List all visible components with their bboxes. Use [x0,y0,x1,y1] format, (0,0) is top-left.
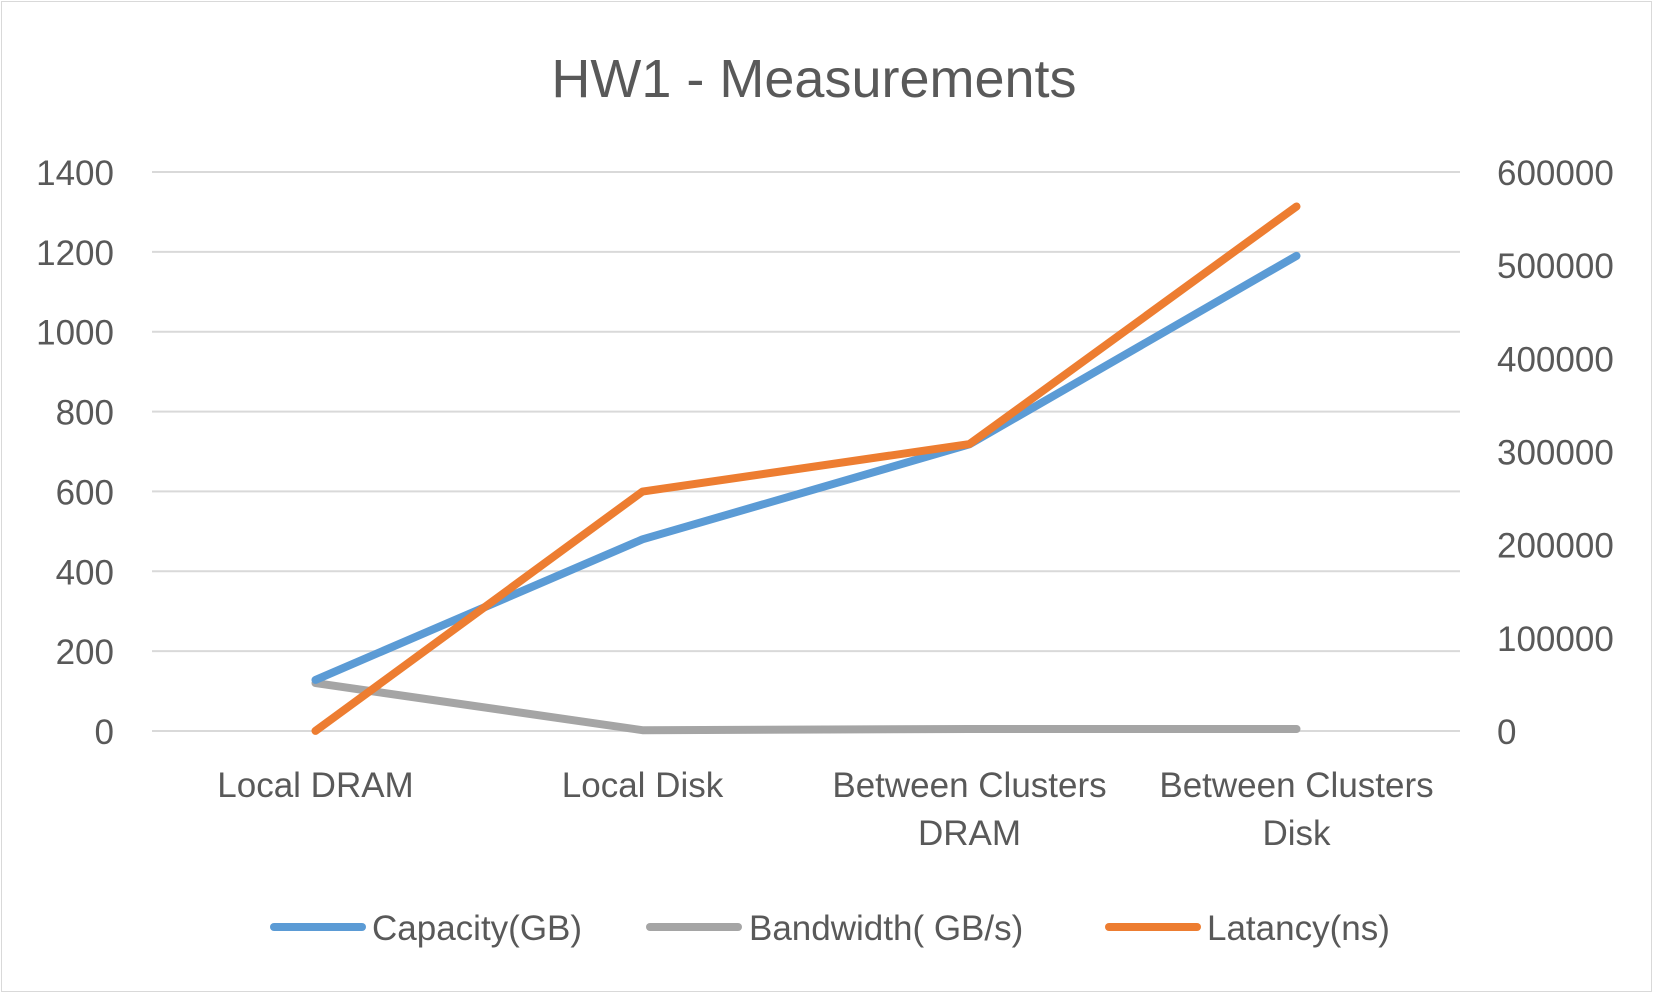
series-line-latancy-ns [311,202,1301,735]
left-tick-label: 600 [56,473,114,512]
chart-title: HW1 - Measurements [551,49,1076,109]
left-tick-label: 1000 [36,314,114,353]
legend-label: Latancy(ns) [1207,909,1390,948]
x-tick-label: Local Disk [562,766,724,805]
left-tick-label: 1200 [36,234,114,273]
left-tick-label: 0 [95,713,114,752]
left-tick-label: 400 [56,553,114,592]
x-axis-labels: Local DRAM Local Disk Between Clusters DRAM… [217,766,1433,853]
gridlines [152,171,1460,732]
legend-label: Bandwidth( GB/s) [749,909,1023,948]
series-lines [311,202,1301,735]
legend-label: Capacity(GB) [372,909,582,948]
left-axis-ticks: 0 200 400 600 800 1000 1200 1400 [36,154,114,752]
right-tick-label: 300000 [1497,434,1614,473]
legend-item: Latancy(ns) [1105,909,1390,948]
right-tick-label: 600000 [1497,154,1614,193]
right-tick-label: 100000 [1497,620,1614,659]
left-tick-label: 1400 [36,154,114,193]
right-axis-ticks: 0 100000 200000 300000 400000 500000 600000 [1497,154,1614,752]
x-tick-label: Local DRAM [217,766,413,805]
right-tick-label: 0 [1497,713,1516,752]
legend-item: Capacity(GB) [270,909,582,948]
right-tick-label: 200000 [1497,527,1614,566]
left-tick-label: 800 [56,394,114,433]
x-tick-label: Between Clusters DRAM [832,766,1106,853]
legend: Capacity(GB) Bandwidth( GB/s) Latancy(ns) [270,909,1390,948]
series-line-bandwidth-gb-s [311,679,1301,735]
legend-item: Bandwidth( GB/s) [646,909,1023,948]
x-tick-label: Between Clusters Disk [1159,766,1433,853]
right-tick-label: 400000 [1497,340,1614,379]
left-tick-label: 200 [56,633,114,672]
right-tick-label: 500000 [1497,247,1614,286]
